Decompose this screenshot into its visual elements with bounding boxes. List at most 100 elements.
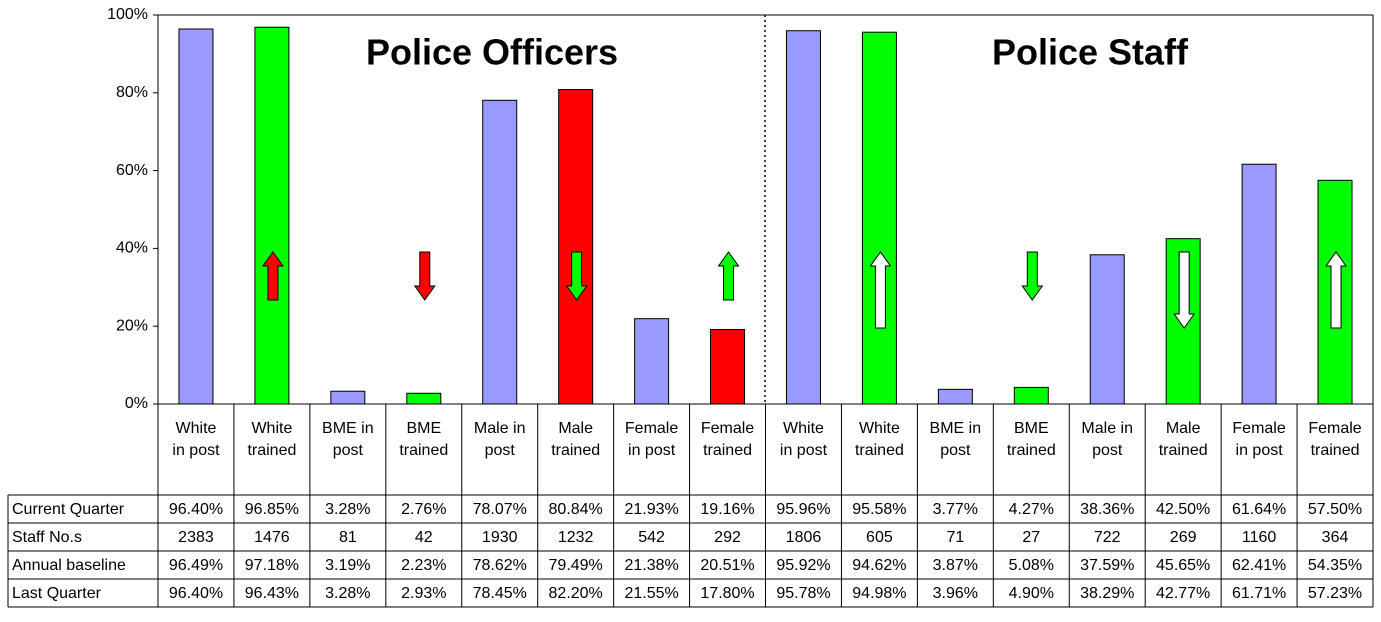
table-cell: 5.08% [1009, 557, 1054, 574]
x-tick-label: Female trained [700, 420, 755, 459]
bar [254, 26, 290, 405]
x-tick-label: BME in post [929, 420, 982, 459]
table-cell: 54.35% [1308, 557, 1362, 574]
table-row-label: Current Quarter [12, 501, 125, 518]
x-tick-label-box: Female in post [624, 420, 679, 459]
x-tick-label: White in post [779, 420, 828, 459]
table-cell: 80.84% [549, 501, 603, 518]
table-cell: 1806 [786, 529, 822, 546]
x-tick-label-box: Female in post [1232, 420, 1285, 459]
table-cell: 1160 [1242, 529, 1277, 546]
table-cell: 19.16% [700, 501, 754, 518]
table-cell: 2383 [178, 529, 214, 546]
bar [406, 392, 442, 405]
table-row-label: Staff No.s [12, 529, 82, 546]
table-cell: 96.85% [245, 501, 299, 518]
x-tick-label-box: BME in post [322, 420, 374, 459]
table-cell: 42.77% [1156, 585, 1210, 602]
y-tick-label: 80% [116, 84, 148, 101]
table-cell: 1476 [254, 529, 290, 546]
bar [861, 31, 897, 405]
x-tick-label-box: White in post [172, 420, 220, 459]
table-cell: 82.20% [549, 585, 603, 602]
table-cell: 4.27% [1009, 501, 1054, 518]
table-cell: 95.92% [776, 557, 830, 574]
table-cell: 45.65% [1156, 557, 1210, 574]
x-tick-label: Male trained [551, 420, 601, 459]
bar [937, 388, 973, 405]
table-cell: 27 [1022, 529, 1040, 546]
table-cell: 21.38% [624, 557, 678, 574]
group-title: Police Officers [366, 32, 618, 73]
x-tick-label-box: Male in post [1081, 420, 1133, 459]
y-tick-label: 60% [116, 162, 148, 179]
bar [558, 89, 594, 405]
table-cell: 94.62% [852, 557, 906, 574]
table-row-label: Annual baseline [12, 557, 126, 574]
x-tick-label: Male in post [1081, 420, 1133, 459]
x-tick-label-box: Male in post [473, 420, 526, 459]
table-cell: 4.90% [1009, 585, 1054, 602]
y-tick-label: 0% [125, 395, 148, 412]
bar [178, 28, 214, 405]
x-tick-label-box: White in post [779, 420, 828, 459]
trend-arrow [869, 251, 892, 329]
table-cell: 96.49% [169, 557, 223, 574]
table-cell: 3.28% [325, 501, 370, 518]
x-tick-label-box: Female trained [1308, 420, 1362, 459]
table-cell: 3.96% [933, 585, 978, 602]
table-cell: 71 [946, 529, 964, 546]
x-tick-label-box: BME in post [929, 420, 982, 459]
table-cell: 3.77% [933, 501, 978, 518]
table-cell: 542 [638, 529, 665, 546]
table-cell: 20.51% [700, 557, 754, 574]
trend-arrow [1325, 251, 1348, 329]
bar [785, 30, 821, 405]
x-tick-label: White in post [172, 420, 220, 459]
table-cell: 78.07% [473, 501, 527, 518]
table-cell: 62.41% [1232, 557, 1286, 574]
table-cell: 17.80% [700, 585, 754, 602]
table-cell: 37.59% [1080, 557, 1134, 574]
x-tick-label: White trained [247, 420, 297, 459]
x-tick-label-box: Male trained [551, 420, 601, 459]
table-cell: 94.98% [852, 585, 906, 602]
table-cell: 3.28% [325, 585, 370, 602]
table-cell: 57.23% [1308, 585, 1362, 602]
table-cell: 81 [339, 529, 357, 546]
trend-arrow [261, 251, 284, 301]
group-title: Police Staff [992, 32, 1189, 73]
table-cell: 2.93% [401, 585, 446, 602]
table-cell: 292 [714, 529, 741, 546]
table-cell: 95.96% [776, 501, 830, 518]
table-cell: 57.50% [1308, 501, 1362, 518]
table-cell: 2.76% [401, 501, 446, 518]
table-cell: 38.36% [1080, 501, 1134, 518]
table-cell: 1232 [558, 529, 594, 546]
bar [1013, 386, 1049, 405]
table-cell: 42.50% [1156, 501, 1210, 518]
x-tick-label: Male trained [1158, 420, 1208, 459]
table-cell: 78.62% [473, 557, 527, 574]
x-tick-label: Female in post [624, 420, 679, 459]
x-tick-label-box: White trained [855, 420, 904, 459]
x-tick-label: Female trained [1308, 420, 1362, 459]
trend-arrow [717, 251, 740, 301]
x-tick-label-box: BME trained [399, 420, 448, 459]
y-tick-label: 20% [116, 317, 148, 334]
table-cell: 78.45% [473, 585, 527, 602]
x-tick-label-box: Male trained [1158, 420, 1208, 459]
table-cell: 21.93% [624, 501, 678, 518]
y-tick-label: 40% [116, 240, 148, 257]
table-row-label: Last Quarter [12, 585, 102, 602]
table-cell: 96.43% [245, 585, 299, 602]
trend-arrow [1173, 251, 1196, 329]
bar [330, 390, 366, 405]
table-cell: 269 [1170, 529, 1197, 546]
table-cell: 42 [415, 529, 433, 546]
table-cell: 21.55% [624, 585, 678, 602]
trend-arrow [565, 251, 588, 301]
y-tick-label: 100% [107, 6, 148, 23]
x-tick-label: Male in post [473, 420, 526, 459]
